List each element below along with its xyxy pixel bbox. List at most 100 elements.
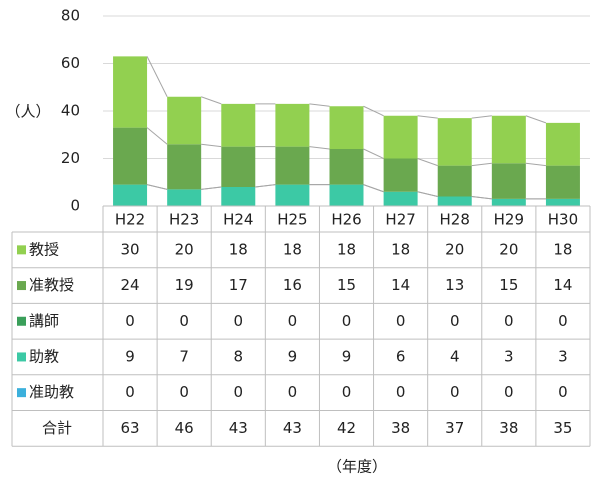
series-line <box>309 146 330 150</box>
y-tick-label: 80 <box>61 7 80 25</box>
y-tick-label: 0 <box>70 197 80 215</box>
total-value: 38 <box>391 419 410 437</box>
series-line <box>200 96 222 105</box>
legend-label: 准教授 <box>29 276 74 294</box>
table-value: 24 <box>121 276 140 294</box>
table-value: 17 <box>229 276 248 294</box>
x-tick-label: H26 <box>331 211 361 229</box>
total-value: 46 <box>175 419 194 437</box>
table-value: 7 <box>179 347 189 365</box>
table-value: 18 <box>553 240 572 258</box>
table-value: 18 <box>391 240 410 258</box>
table-value: 8 <box>234 347 244 365</box>
legend-label: 教授 <box>29 240 59 258</box>
bar-segment <box>113 184 148 206</box>
total-value: 43 <box>283 419 302 437</box>
table-value: 30 <box>121 240 140 258</box>
bar-segment <box>329 106 364 149</box>
bar-segment <box>329 184 364 206</box>
table-value: 0 <box>234 383 244 401</box>
legend-swatch <box>17 352 26 362</box>
total-value: 43 <box>229 419 248 437</box>
table-value: 9 <box>288 347 298 365</box>
bar-segment <box>113 127 148 185</box>
table-value: 0 <box>125 383 135 401</box>
table-value: 0 <box>504 383 514 401</box>
bar-segment <box>221 103 256 147</box>
x-tick-label: H28 <box>440 211 470 229</box>
bar-segment <box>545 165 580 199</box>
series-line <box>471 162 492 167</box>
series-line <box>255 184 276 188</box>
x-axis-label: （年度） <box>327 458 387 476</box>
table-value: 0 <box>396 312 406 330</box>
legend-label: 講師 <box>29 312 59 330</box>
bar-segment <box>491 115 526 164</box>
y-tick-label: 40 <box>61 102 80 120</box>
bar-segment <box>275 103 310 147</box>
table-value: 0 <box>234 312 244 330</box>
table-value: 4 <box>450 347 460 365</box>
bar-segment <box>113 56 148 128</box>
y-tick-label: 60 <box>61 54 80 72</box>
series-line <box>417 191 438 197</box>
table-value: 3 <box>504 347 514 365</box>
table-value: 0 <box>504 312 514 330</box>
series-line <box>309 103 330 107</box>
table-value: 9 <box>125 347 135 365</box>
legend-swatch <box>17 245 26 255</box>
table-value: 0 <box>288 312 298 330</box>
bar-segment <box>545 122 580 166</box>
bar-segment <box>383 191 418 206</box>
table-value: 15 <box>499 276 518 294</box>
series-line <box>525 162 547 167</box>
bar-segment <box>491 198 526 206</box>
table-value: 13 <box>445 276 464 294</box>
bar-segment <box>275 146 310 185</box>
bar-segment <box>221 146 256 187</box>
total-label: 合計 <box>42 419 72 437</box>
table-value: 0 <box>179 383 189 401</box>
table-value: 20 <box>499 240 518 258</box>
series-line <box>417 158 438 167</box>
table-value: 0 <box>342 312 352 330</box>
table-value: 18 <box>283 240 302 258</box>
table-value: 0 <box>558 312 568 330</box>
bar-segment <box>167 96 202 145</box>
x-tick-label: H30 <box>548 211 578 229</box>
table-value: 0 <box>342 383 352 401</box>
series-line <box>363 184 384 193</box>
bar-segment <box>275 184 310 206</box>
bar-segment <box>383 158 418 192</box>
series-line <box>146 127 168 145</box>
series-line <box>363 148 384 159</box>
y-axis-label: （人） <box>5 103 50 121</box>
table-value: 18 <box>337 240 356 258</box>
bar-segment <box>437 165 472 197</box>
series-line <box>471 115 492 119</box>
series-line <box>417 115 438 119</box>
table-value: 20 <box>175 240 194 258</box>
table-value: 14 <box>391 276 410 294</box>
table-value: 6 <box>396 347 406 365</box>
series-line <box>146 184 168 190</box>
total-value: 42 <box>337 419 356 437</box>
y-tick-label: 20 <box>61 149 80 167</box>
series-line <box>363 105 384 117</box>
bar-segment <box>545 198 580 206</box>
bar-segment <box>329 149 364 185</box>
legend-swatch <box>17 281 26 291</box>
table-value: 3 <box>558 347 568 365</box>
series-line <box>471 196 492 200</box>
table-value: 18 <box>229 240 248 258</box>
table-value: 19 <box>175 276 194 294</box>
legend-label: 准助教 <box>29 383 74 401</box>
total-value: 63 <box>121 419 140 437</box>
table-value: 0 <box>558 383 568 401</box>
table-value: 0 <box>396 383 406 401</box>
x-tick-label: H23 <box>169 211 199 229</box>
table-value: 14 <box>553 276 572 294</box>
total-value: 37 <box>445 419 464 437</box>
bar-segment <box>167 189 202 206</box>
